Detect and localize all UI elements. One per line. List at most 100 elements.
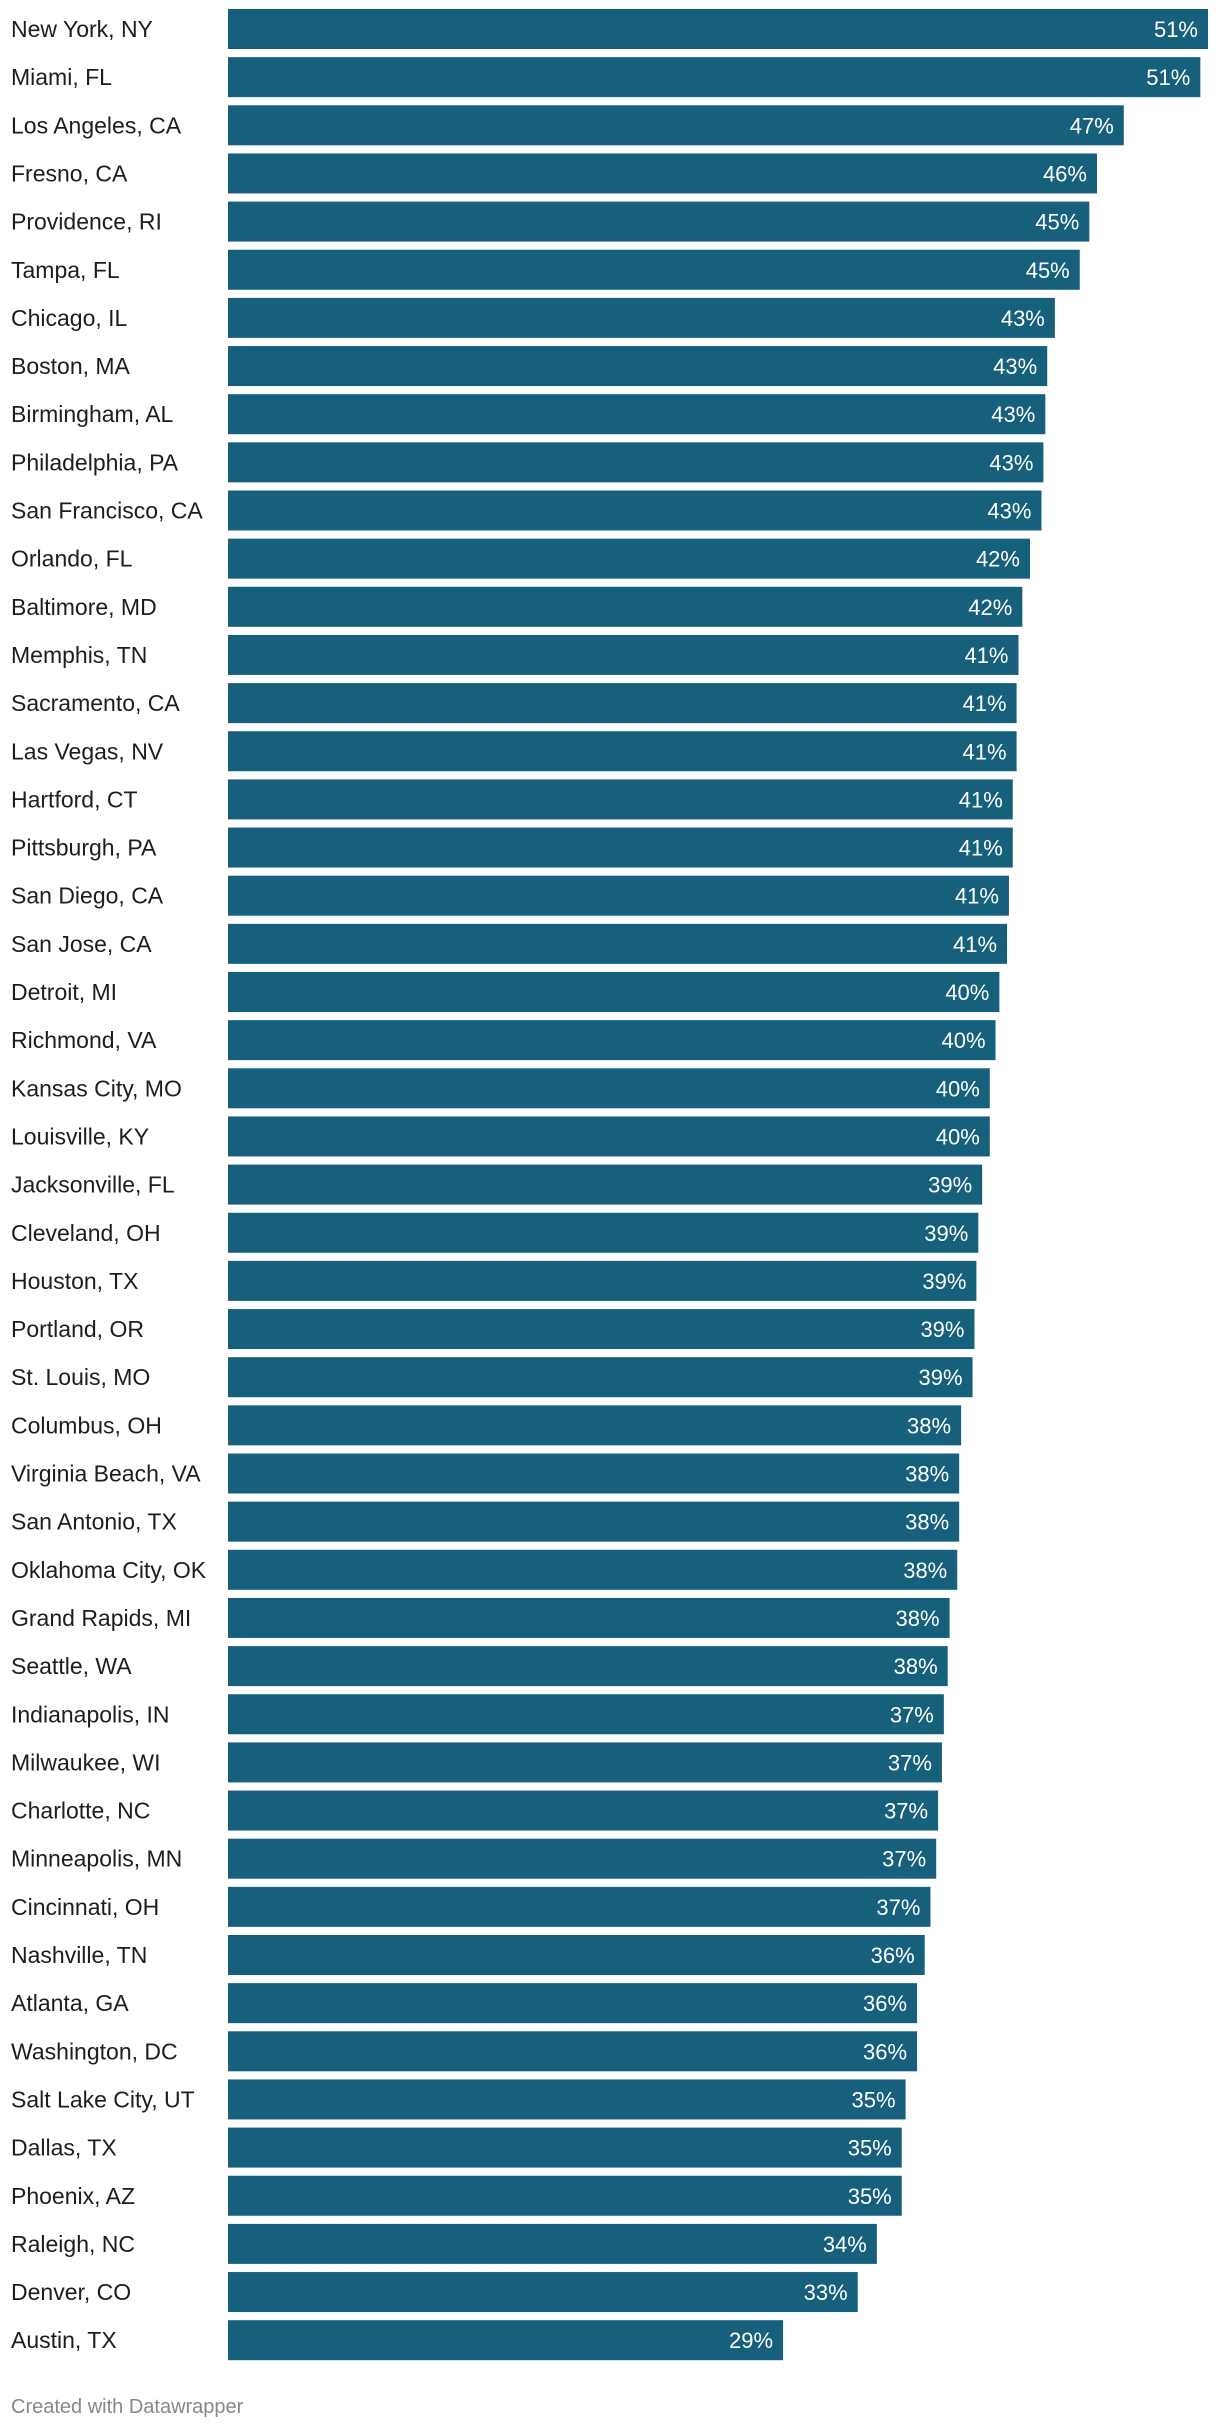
bar xyxy=(228,683,1017,724)
value-label: 37% xyxy=(876,1895,920,1920)
bar xyxy=(228,442,1044,483)
category-label: Detroit, MI xyxy=(11,979,117,1005)
category-label: Boston, MA xyxy=(11,353,131,379)
value-label: 35% xyxy=(852,2087,896,2112)
bar xyxy=(228,2223,877,2264)
category-label: Tampa, FL xyxy=(11,257,120,283)
value-label: 39% xyxy=(922,1269,966,1294)
category-label: Baltimore, MD xyxy=(11,594,157,620)
value-label: 43% xyxy=(989,450,1033,475)
category-label: Phoenix, AZ xyxy=(11,2183,135,2209)
bar xyxy=(228,779,1013,820)
bar xyxy=(228,1549,958,1590)
bar xyxy=(228,1886,931,1927)
value-label: 33% xyxy=(804,2280,848,2305)
value-label: 29% xyxy=(729,2328,773,2353)
category-label: Virginia Beach, VA xyxy=(11,1461,201,1487)
category-label: Raleigh, NC xyxy=(11,2231,135,2257)
bar xyxy=(228,1983,918,2024)
value-label: 45% xyxy=(1035,210,1079,235)
value-label: 34% xyxy=(823,2232,867,2257)
bar xyxy=(228,1694,944,1735)
value-label: 39% xyxy=(920,1317,964,1342)
bar xyxy=(228,1020,996,1061)
bar xyxy=(228,153,1097,194)
bar xyxy=(228,2031,918,2072)
bar xyxy=(228,972,1000,1012)
bar xyxy=(228,1501,960,1542)
bar xyxy=(228,2175,902,2216)
category-label: Orlando, FL xyxy=(11,546,133,572)
category-label: Las Vegas, NV xyxy=(11,738,164,764)
bar xyxy=(228,2272,858,2313)
value-label: 47% xyxy=(1070,113,1114,138)
category-label: Miami, FL xyxy=(11,64,112,90)
value-label: 37% xyxy=(884,1799,928,1824)
bar xyxy=(228,394,1046,435)
category-label: Grand Rapids, MI xyxy=(11,1605,191,1631)
value-label: 43% xyxy=(993,354,1037,379)
bar xyxy=(228,1790,939,1831)
category-label: St. Louis, MO xyxy=(11,1364,150,1390)
category-label: Indianapolis, IN xyxy=(11,1701,170,1727)
value-label: 39% xyxy=(928,1173,972,1198)
category-label: Sacramento, CA xyxy=(11,690,180,716)
bar xyxy=(228,249,1080,290)
bar xyxy=(228,105,1124,146)
bar xyxy=(228,57,1201,98)
bar xyxy=(228,1260,977,1301)
category-label: Nashville, TN xyxy=(11,1942,147,1968)
value-label: 46% xyxy=(1043,161,1087,186)
value-label: 36% xyxy=(863,1991,907,2016)
bar xyxy=(228,827,1013,868)
value-label: 40% xyxy=(941,1028,985,1053)
value-label: 41% xyxy=(963,739,1007,764)
category-label: Richmond, VA xyxy=(11,1027,157,1053)
value-label: 39% xyxy=(924,1221,968,1246)
bar xyxy=(228,9,1208,49)
value-label: 35% xyxy=(848,2136,892,2161)
bar xyxy=(228,923,1008,964)
value-label: 41% xyxy=(953,932,997,957)
value-label: 41% xyxy=(963,691,1007,716)
value-label: 45% xyxy=(1026,258,1070,283)
bar xyxy=(228,2127,902,2168)
bar xyxy=(228,346,1048,387)
bar xyxy=(228,1116,990,1157)
bar xyxy=(228,634,1019,675)
bar xyxy=(228,538,1030,579)
category-label: Pittsburgh, PA xyxy=(11,835,157,861)
category-label: Providence, RI xyxy=(11,209,162,235)
category-label: San Francisco, CA xyxy=(11,498,203,524)
value-label: 51% xyxy=(1154,17,1198,42)
value-label: 42% xyxy=(976,547,1020,572)
bar xyxy=(228,2079,906,2120)
value-label: 41% xyxy=(959,836,1003,861)
category-label: Columbus, OH xyxy=(11,1412,162,1438)
category-label: San Jose, CA xyxy=(11,931,152,957)
category-label: Fresno, CA xyxy=(11,160,128,186)
category-label: San Diego, CA xyxy=(11,883,164,909)
category-label: Memphis, TN xyxy=(11,642,147,668)
category-label: Hartford, CT xyxy=(11,786,138,812)
bar xyxy=(228,875,1009,916)
category-label: Kansas City, MO xyxy=(11,1075,182,1101)
category-label: Louisville, KY xyxy=(11,1123,149,1149)
value-label: 35% xyxy=(848,2184,892,2209)
category-label: Portland, OR xyxy=(11,1316,144,1342)
value-label: 39% xyxy=(919,1365,963,1390)
bar xyxy=(228,1309,975,1350)
category-label: Philadelphia, PA xyxy=(11,449,179,475)
value-label: 43% xyxy=(1001,306,1045,331)
value-label: 42% xyxy=(968,595,1012,620)
category-label: San Antonio, TX xyxy=(11,1509,177,1535)
category-label: Seattle, WA xyxy=(11,1653,132,1679)
category-label: Dallas, TX xyxy=(11,2135,117,2161)
category-label: Jacksonville, FL xyxy=(11,1172,175,1198)
bar xyxy=(228,1742,942,1783)
value-label: 38% xyxy=(907,1413,951,1438)
bar xyxy=(228,1357,973,1398)
category-label: Salt Lake City, UT xyxy=(11,2086,195,2112)
value-label: 37% xyxy=(888,1750,932,1775)
category-label: Denver, CO xyxy=(11,2279,131,2305)
